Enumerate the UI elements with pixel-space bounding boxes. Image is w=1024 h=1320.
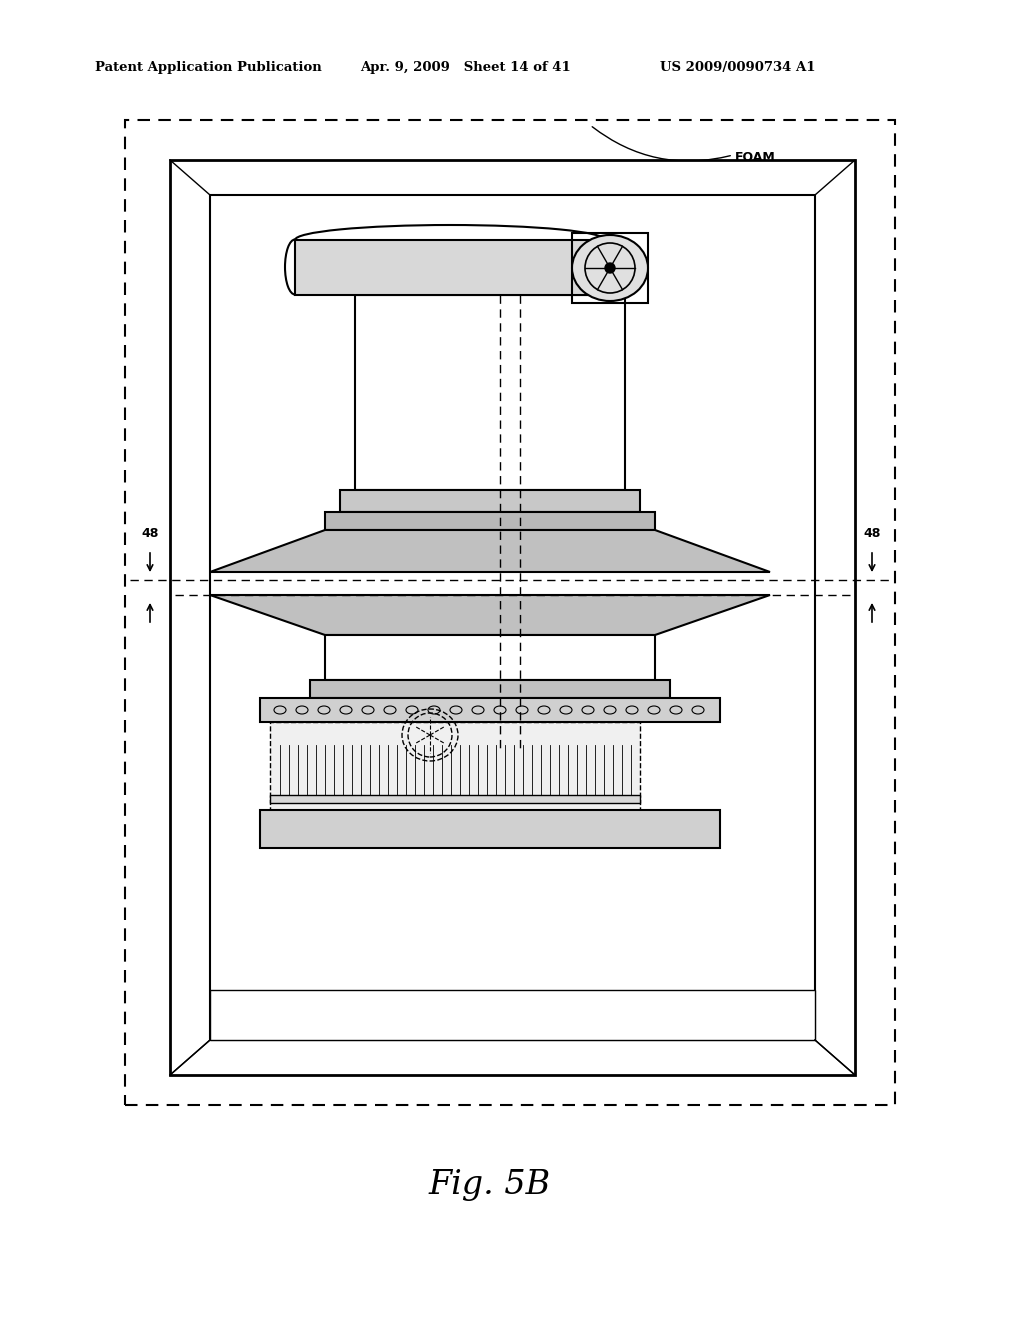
Text: 56B: 56B (218, 754, 243, 767)
Bar (270, 795, 640, 803)
Polygon shape (210, 531, 770, 572)
Bar (170, 160, 855, 1074)
Text: TURNING
VANE: TURNING VANE (700, 531, 758, 558)
Text: 32: 32 (660, 832, 676, 845)
Bar (325, 512, 655, 531)
Text: TURNING
VANE WITH
BYPASS
HOLES: TURNING VANE WITH BYPASS HOLES (730, 704, 801, 762)
Text: 54: 54 (361, 209, 379, 222)
Text: 34: 34 (488, 731, 504, 744)
Polygon shape (210, 595, 770, 635)
Text: 48: 48 (863, 527, 881, 540)
Ellipse shape (572, 235, 648, 301)
Bar (210, 195, 815, 1040)
Text: 44: 44 (469, 393, 486, 407)
Bar (325, 635, 655, 680)
Bar (340, 490, 640, 512)
Bar (270, 722, 640, 810)
Bar (310, 680, 670, 698)
Text: Apr. 9, 2009   Sheet 14 of 41: Apr. 9, 2009 Sheet 14 of 41 (360, 62, 570, 74)
Text: TURNING
VANE: TURNING VANE (700, 597, 758, 624)
Text: FAN: FAN (535, 226, 559, 239)
Text: 52: 52 (503, 1012, 521, 1027)
Text: 42: 42 (372, 657, 389, 672)
Text: Patent Application Publication: Patent Application Publication (95, 62, 322, 74)
Text: DUCT (43): DUCT (43) (690, 424, 755, 437)
Text: 58B: 58B (733, 673, 758, 686)
Bar (295, 240, 605, 294)
Text: FOAM
INSULATION: FOAM INSULATION (735, 150, 819, 180)
Text: DAMPER (45): DAMPER (45) (530, 209, 612, 222)
Bar (260, 810, 720, 847)
Text: 58T: 58T (733, 368, 757, 381)
Text: 36: 36 (488, 714, 504, 726)
Text: US 2009/0090734 A1: US 2009/0090734 A1 (660, 62, 815, 74)
Bar (210, 990, 815, 1040)
Circle shape (605, 263, 615, 273)
Text: 56T: 56T (218, 384, 242, 396)
Text: Fig. 5B: Fig. 5B (429, 1170, 551, 1201)
Text: 48: 48 (141, 527, 159, 540)
Bar (125, 120, 895, 1105)
Bar (260, 698, 720, 722)
Bar (355, 294, 625, 490)
Bar (572, 234, 648, 304)
